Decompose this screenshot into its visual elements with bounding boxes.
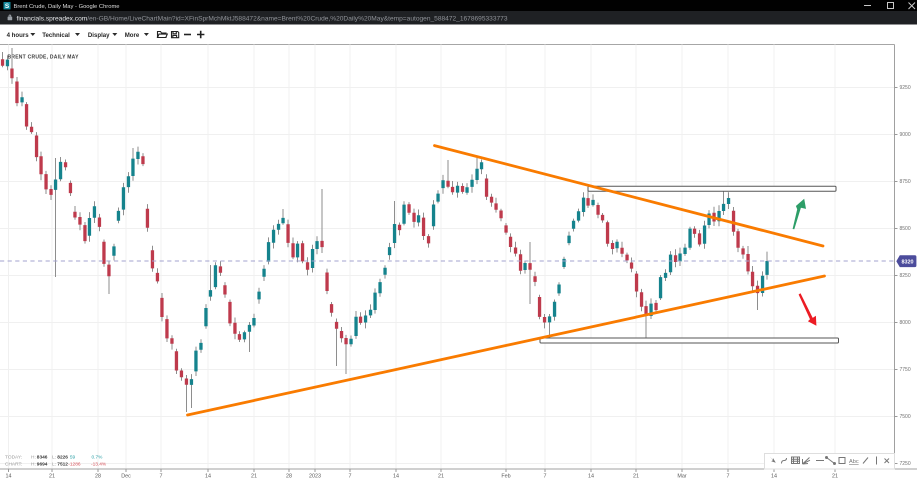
svg-text:BRENT CRUDE, DAILY MAY: BRENT CRUDE, DAILY MAY (8, 55, 80, 61)
svg-text:2023: 2023 (309, 474, 321, 480)
svg-text:7: 7 (727, 474, 730, 480)
svg-text:Mar: Mar (677, 474, 686, 480)
svg-text:21: 21 (832, 474, 838, 480)
svg-text:14: 14 (588, 474, 594, 480)
svg-text:14: 14 (205, 474, 211, 480)
svg-text:S: S (5, 3, 10, 10)
svg-text:14: 14 (771, 474, 777, 480)
svg-text:8320: 8320 (902, 260, 914, 266)
svg-text:7750: 7750 (900, 367, 911, 373)
svg-text:8750: 8750 (900, 179, 911, 185)
svg-text:7: 7 (544, 474, 547, 480)
svg-text:21: 21 (438, 474, 444, 480)
svg-text:4 hours: 4 hours (7, 32, 30, 39)
svg-text:9000: 9000 (900, 132, 911, 138)
svg-text:21: 21 (633, 474, 639, 480)
svg-text:14: 14 (393, 474, 399, 480)
svg-text:8250: 8250 (900, 273, 911, 279)
svg-text:7500: 7500 (900, 414, 911, 420)
svg-text:Abc: Abc (849, 459, 859, 465)
svg-text:Display: Display (88, 32, 110, 39)
svg-text:7250: 7250 (900, 461, 911, 467)
svg-text:21: 21 (251, 474, 257, 480)
svg-text:28: 28 (95, 474, 101, 480)
svg-text:21: 21 (49, 474, 55, 480)
svg-text:9250: 9250 (900, 85, 911, 91)
svg-text:7: 7 (160, 474, 163, 480)
svg-text:More: More (125, 32, 140, 39)
svg-text:Brent Crude, Daily May - Googl: Brent Crude, Daily May - Google Chrome (14, 4, 120, 10)
svg-text:8000: 8000 (900, 320, 911, 326)
svg-text:Feb: Feb (501, 474, 510, 480)
svg-text:28: 28 (286, 474, 292, 480)
svg-text:Dec: Dec (121, 474, 131, 480)
svg-text:8500: 8500 (900, 226, 911, 232)
svg-text:7: 7 (349, 474, 352, 480)
svg-text:14: 14 (6, 474, 12, 480)
svg-text:Technical: Technical (42, 32, 70, 39)
svg-text:financials.spreadex.com/en-GB/: financials.spreadex.com/en-GB/Home/LiveC… (17, 16, 508, 23)
